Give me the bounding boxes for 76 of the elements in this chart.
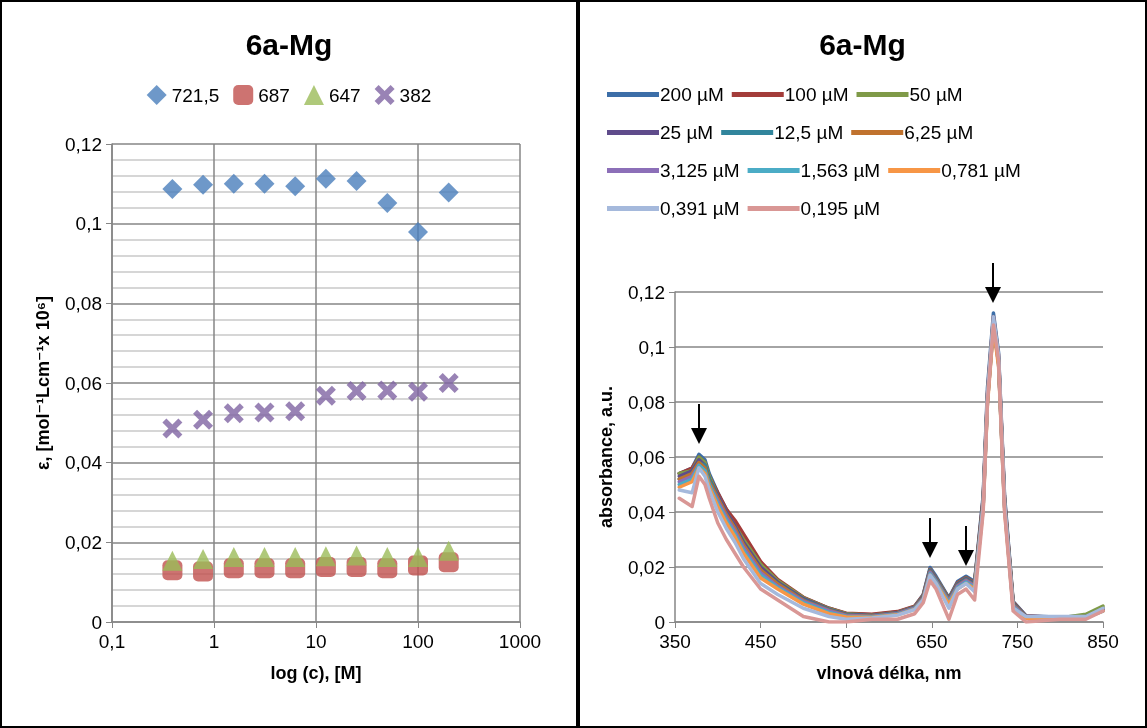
x-tick-label: 0,1 (98, 631, 126, 652)
point (254, 173, 275, 194)
y-tick-label: 0,12 (65, 133, 102, 155)
point (438, 182, 459, 203)
point (193, 409, 214, 430)
x-tick-label: 850 (1087, 631, 1119, 652)
x-tick-label: 1000 (498, 631, 542, 652)
point (315, 168, 336, 189)
point (315, 385, 336, 406)
y-tick-label: 0,1 (638, 336, 665, 358)
point (162, 179, 183, 200)
y-tick-label: 0 (654, 611, 665, 633)
x-tick-label: 650 (915, 631, 948, 652)
x-tick-label: 1 (208, 631, 220, 652)
legend-label: 6,25 µM (904, 122, 974, 143)
y-tick-label: 0,02 (628, 556, 665, 578)
point (223, 173, 244, 194)
point (408, 547, 428, 568)
legend-label: 647 (328, 84, 361, 106)
legend-label: 721,5 (171, 84, 220, 106)
y-tick-label: 0,06 (65, 372, 102, 394)
y-axis-title: absorbance, a.u. (596, 385, 616, 529)
point (346, 545, 367, 566)
point (408, 381, 428, 402)
x-tick-label: 350 (659, 631, 691, 652)
x-axis-title: log (c), [M] (270, 663, 362, 683)
point (346, 171, 367, 192)
legend-label: 12,5 µM (774, 122, 844, 143)
y-tick-label: 0,02 (65, 531, 102, 553)
point (377, 192, 398, 213)
point (438, 540, 459, 561)
point (315, 546, 336, 567)
x-tick-label: 100 (402, 631, 434, 652)
point (285, 547, 306, 568)
y-tick-label: 0,08 (628, 391, 665, 413)
point (162, 418, 183, 439)
point (254, 402, 275, 423)
point (193, 549, 214, 570)
legend-label: 200 µM (660, 84, 724, 105)
legend-label: 3,125 µM (660, 160, 740, 181)
legend-label: 687 (258, 84, 290, 106)
x-tick-label: 10 (305, 631, 327, 652)
point (223, 403, 244, 424)
legend-label: 1,563 µM (800, 160, 881, 181)
legend-label: 0,391 µM (660, 198, 740, 219)
point (285, 401, 306, 422)
point (346, 380, 367, 401)
point (408, 222, 428, 243)
legend-label: 0,781 µM (941, 160, 1021, 181)
point (377, 380, 398, 401)
legend-label: 382 (399, 84, 432, 106)
x-tick-label: 750 (1001, 631, 1034, 652)
point (285, 176, 306, 197)
legend-label: 50 µM (909, 84, 963, 105)
chart-title: 6a-Mg (245, 27, 333, 61)
y-tick-label: 0,12 (628, 281, 665, 303)
y-axis-title: ε, [mol⁻¹Lcm⁻¹x 10⁶] (33, 296, 53, 470)
y-tick-label: 0,1 (75, 213, 102, 235)
x-tick-label: 550 (830, 631, 863, 652)
legend-label: 0,195 µM (800, 198, 881, 219)
y-tick-label: 0,04 (628, 501, 666, 523)
point (193, 174, 214, 195)
point (254, 547, 275, 568)
y-tick-label: 0,04 (65, 452, 103, 474)
point (223, 547, 244, 568)
point (438, 373, 459, 393)
y-tick-label: 0 (91, 611, 102, 633)
x-tick-label: 450 (744, 631, 777, 652)
y-tick-label: 0,08 (65, 292, 102, 314)
y-tick-label: 0,06 (628, 446, 665, 468)
legend-label: 25 µM (660, 122, 714, 143)
legend-label: 100 µM (784, 84, 849, 105)
chart-title: 6a-Mg (819, 27, 906, 61)
point (162, 550, 183, 571)
x-axis-title: vlnová délka, nm (816, 663, 962, 683)
point (377, 547, 398, 568)
